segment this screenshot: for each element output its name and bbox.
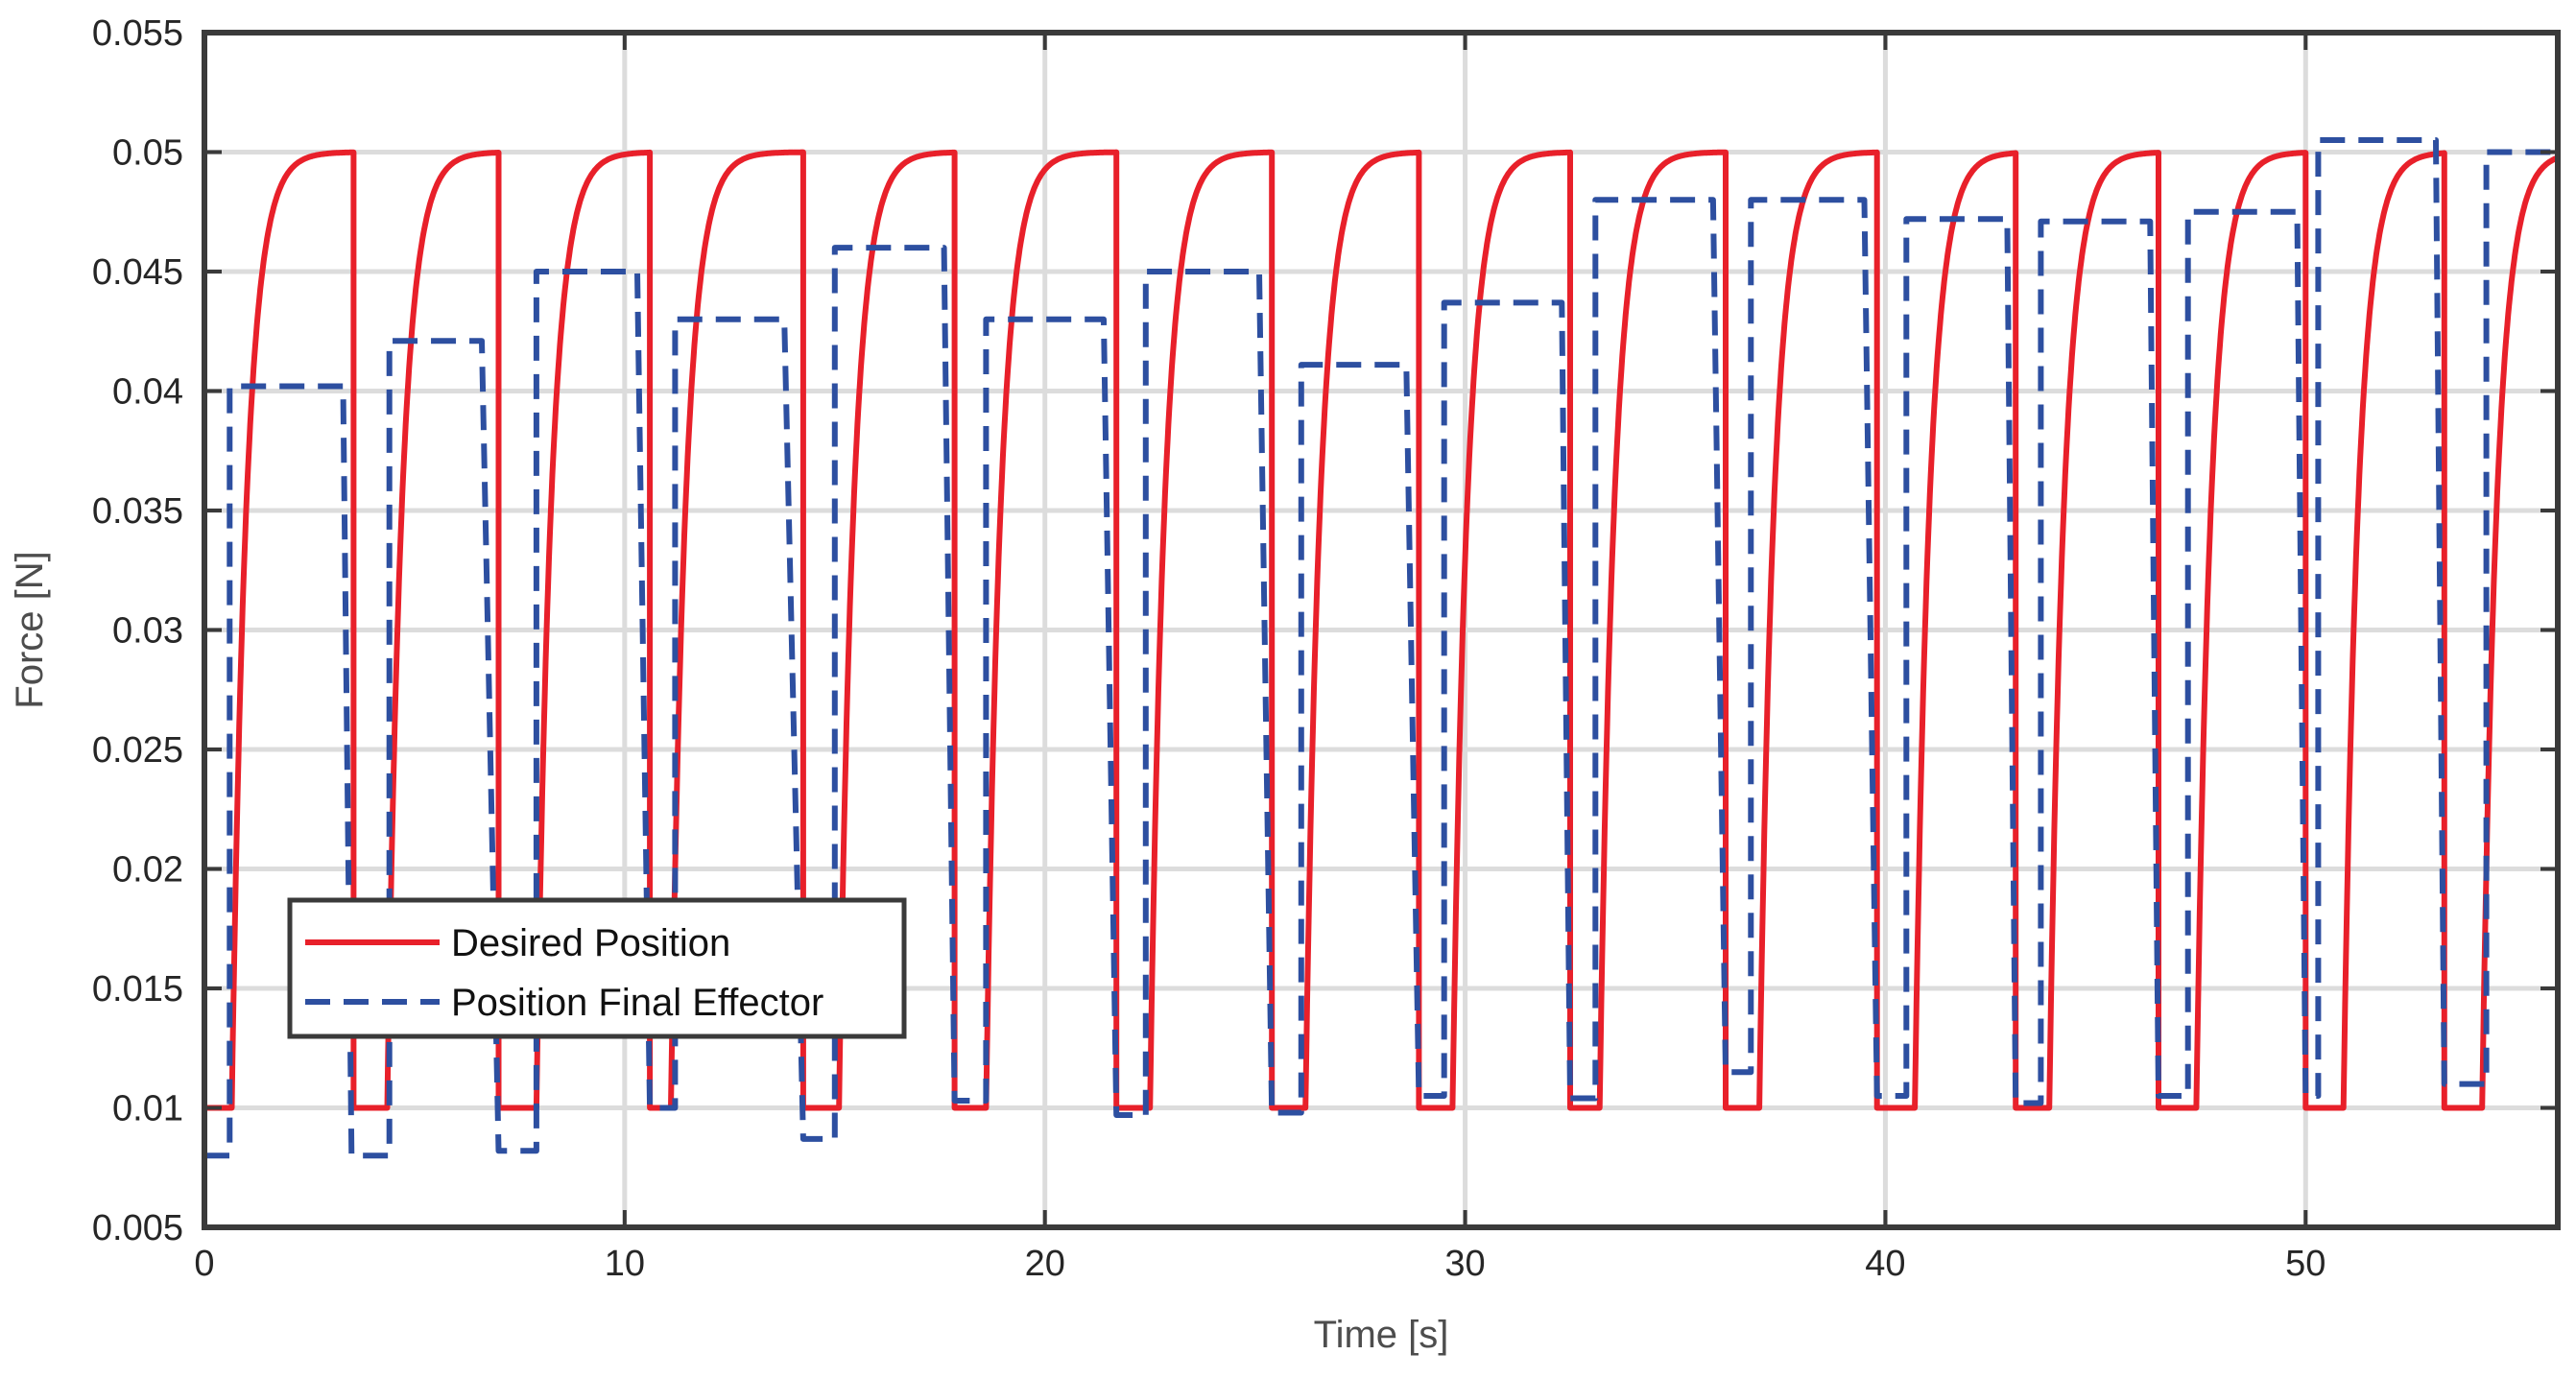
plot-area — [204, 137, 2561, 1159]
axis-tick-labels: 0 10 20 30 40 50 0.005 0.01 0.015 0.02 0.025 0.03 0.… — [92, 13, 2326, 1284]
x-tick-label: 30 — [1444, 1244, 1485, 1284]
y-tick-label: 0.005 — [92, 1208, 183, 1248]
y-tick-label: 0.035 — [92, 491, 183, 532]
y-tick-label: 0.05 — [112, 133, 183, 174]
axis-ticks — [203, 31, 2558, 1229]
y-tick-label: 0.025 — [92, 730, 183, 771]
y-tick-label: 0.03 — [112, 611, 183, 652]
grid — [204, 33, 2558, 1227]
x-tick-label: 50 — [2285, 1244, 2326, 1284]
y-tick-label: 0.055 — [92, 13, 183, 54]
series-position-final-effector — [204, 137, 2558, 1159]
x-axis-label: Time [s] — [1314, 1314, 1449, 1356]
legend-label-desired-position: Desired Position — [451, 922, 730, 964]
legend: Desired Position Position Final Effector — [287, 897, 907, 1039]
series-desired-position — [204, 149, 2561, 1111]
legend-box — [287, 897, 907, 1039]
y-tick-label: 0.02 — [112, 850, 183, 891]
x-tick-label: 40 — [1865, 1244, 1905, 1284]
x-tick-label: 20 — [1025, 1244, 1065, 1284]
y-tick-label: 0.045 — [92, 252, 183, 293]
y-axis-label: Force [N] — [9, 551, 51, 708]
x-tick-label: 10 — [605, 1244, 645, 1284]
y-tick-label: 0.04 — [112, 372, 183, 413]
x-tick-label: 0 — [194, 1244, 214, 1284]
y-tick-label: 0.01 — [112, 1089, 183, 1129]
y-tick-label: 0.015 — [92, 969, 183, 1010]
legend-label-position-final-effector: Position Final Effector — [451, 982, 823, 1024]
